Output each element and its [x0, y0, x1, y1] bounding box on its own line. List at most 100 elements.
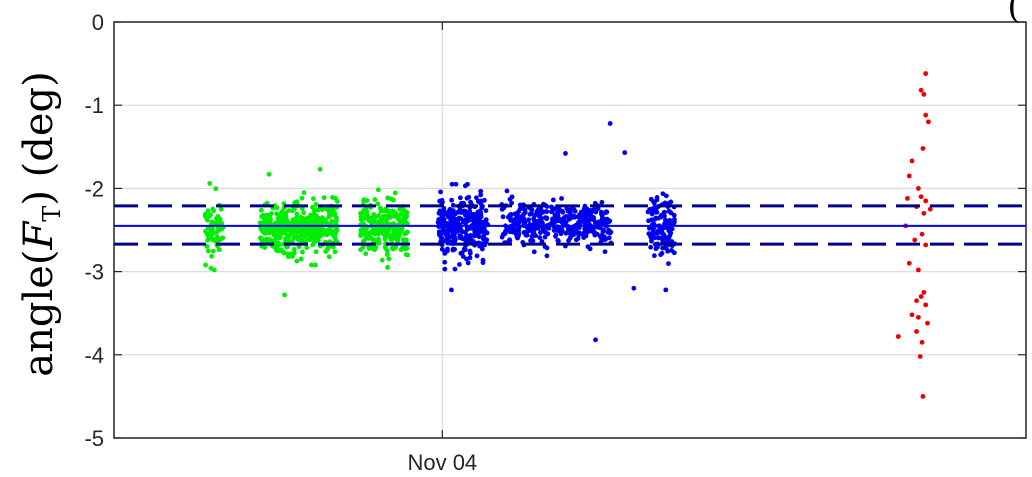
data-point — [479, 246, 485, 252]
data-point — [499, 206, 505, 212]
data-point — [294, 211, 300, 217]
data-point — [538, 215, 544, 221]
data-point — [455, 228, 461, 234]
data-point — [464, 233, 470, 238]
data-point — [514, 234, 520, 240]
data-point — [574, 229, 580, 235]
data-point — [439, 246, 445, 252]
data-point — [439, 212, 445, 218]
data-point — [652, 204, 658, 210]
data-point — [307, 236, 313, 241]
data-point — [442, 259, 448, 265]
data-point — [919, 339, 925, 345]
data-point — [651, 235, 657, 241]
data-point — [589, 228, 595, 234]
data-point — [304, 245, 310, 251]
data-point — [452, 246, 457, 252]
data-point — [507, 237, 513, 243]
data-point — [292, 221, 298, 226]
data-point — [438, 234, 444, 239]
data-point — [400, 237, 406, 242]
data-point — [206, 231, 212, 237]
data-point — [215, 218, 220, 223]
data-point — [563, 213, 569, 219]
data-point — [665, 226, 671, 232]
data-point — [370, 215, 376, 221]
data-point — [668, 199, 674, 205]
data-point — [531, 231, 537, 237]
data-point — [257, 235, 263, 241]
data-point — [398, 247, 404, 253]
data-point — [372, 197, 378, 202]
data-point — [527, 211, 533, 217]
data-point — [442, 250, 448, 256]
data-point — [607, 121, 613, 126]
point-layer — [202, 71, 933, 399]
data-point — [437, 229, 443, 235]
data-point — [447, 226, 453, 232]
data-point — [460, 236, 466, 242]
x-tick-layer: Nov 04 — [407, 22, 477, 475]
data-point — [205, 237, 210, 243]
data-point — [398, 211, 403, 217]
data-point — [906, 173, 912, 179]
data-point — [295, 217, 300, 223]
plot-frame — [113, 21, 1027, 439]
data-point — [652, 242, 658, 247]
data-point — [468, 233, 473, 238]
data-point — [921, 210, 927, 216]
data-point — [599, 211, 604, 217]
y-tick-label: -3 — [84, 260, 104, 285]
data-point — [311, 232, 317, 238]
data-point — [403, 220, 409, 226]
data-point — [281, 217, 287, 223]
data-point — [438, 220, 444, 226]
data-point — [553, 233, 558, 239]
data-point — [292, 232, 298, 238]
data-point — [266, 171, 272, 177]
data-point — [593, 337, 598, 343]
data-point — [580, 218, 586, 224]
data-point — [567, 225, 573, 231]
data-point — [404, 213, 410, 219]
data-point — [388, 214, 393, 220]
data-point — [442, 228, 448, 234]
data-point — [298, 256, 304, 262]
data-point — [291, 246, 297, 252]
data-point — [390, 246, 396, 252]
data-point — [601, 227, 606, 233]
data-point — [325, 206, 331, 212]
data-point — [392, 212, 398, 218]
data-point — [545, 231, 551, 237]
data-point — [384, 229, 390, 235]
data-point — [330, 194, 335, 200]
data-point — [909, 158, 915, 164]
data-point — [207, 213, 213, 219]
data-point — [362, 237, 367, 243]
data-point — [608, 229, 614, 235]
data-point — [385, 208, 391, 214]
data-point — [604, 219, 610, 224]
data-point — [914, 329, 919, 334]
data-point — [920, 146, 926, 151]
data-point — [334, 198, 340, 204]
data-point — [602, 249, 608, 255]
data-point — [447, 206, 453, 212]
data-point — [465, 260, 471, 266]
data-point — [583, 233, 589, 239]
data-point — [590, 214, 595, 220]
data-point — [474, 253, 480, 259]
data-point — [393, 236, 399, 242]
data-point — [535, 207, 541, 213]
data-point — [375, 236, 381, 242]
corner-glyph: ( — [1007, 0, 1020, 27]
data-point — [550, 197, 556, 203]
data-point — [651, 253, 657, 259]
data-point — [388, 196, 394, 202]
data-point — [606, 235, 612, 241]
data-point — [921, 290, 927, 295]
data-point — [575, 236, 581, 241]
data-point — [300, 249, 305, 255]
data-point — [262, 238, 268, 243]
data-point — [923, 71, 929, 76]
